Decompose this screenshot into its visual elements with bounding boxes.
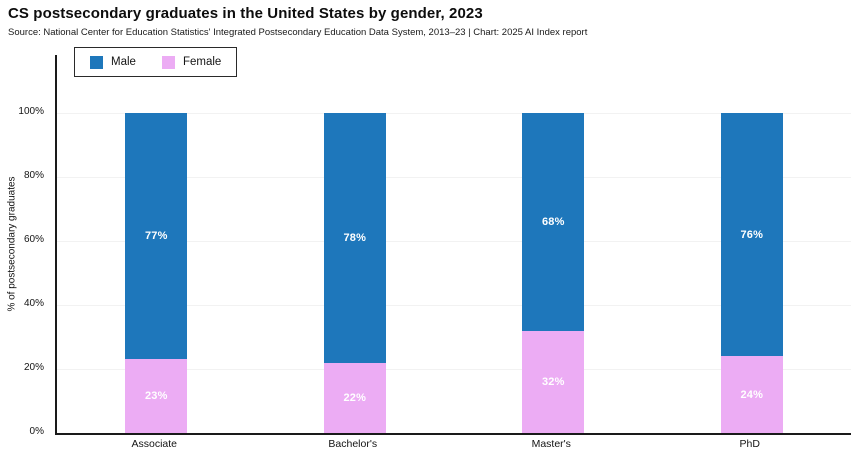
chart-title: CS postsecondary graduates in the United… <box>8 5 483 22</box>
x-axis-label: PhD <box>739 438 760 450</box>
y-axis-tick-label: 100% <box>18 106 44 117</box>
gridline <box>57 369 851 370</box>
bar-value-label: 76% <box>740 228 764 241</box>
bar-segment-male: 78% <box>323 113 386 363</box>
y-axis-tick-label: 20% <box>23 362 44 373</box>
bar-segment-female: 32% <box>522 330 585 433</box>
y-axis-tick-label: 40% <box>23 298 44 309</box>
legend-label-male: Male <box>111 56 136 68</box>
bar-segment-female: 23% <box>125 359 188 433</box>
y-axis-tick-label: 80% <box>23 170 44 181</box>
bar-segment-female: 24% <box>720 356 783 433</box>
x-axis-label: Associate <box>131 438 178 450</box>
bar-segment-male: 77% <box>125 113 188 360</box>
bar-value-label: 32% <box>541 375 565 388</box>
y-axis-tick-label: 0% <box>29 426 44 437</box>
bar-segment-male: 68% <box>522 113 585 331</box>
gridline <box>57 177 851 178</box>
bar-value-label: 23% <box>144 390 168 403</box>
x-axis-labels: Associate Bachelor's Master's PhD <box>55 438 849 452</box>
legend-label-female: Female <box>182 56 222 68</box>
bar-segment-male: 76% <box>720 113 783 357</box>
bar-value-label: 77% <box>144 230 168 243</box>
gridline <box>57 113 851 114</box>
legend-swatch-female <box>161 55 175 69</box>
plot-area: 23% 77% 22% 78% 32% 68% 24% 76% <box>55 55 851 435</box>
gridline <box>57 305 851 306</box>
chart-subtitle: Source: National Center for Education St… <box>8 27 588 38</box>
y-axis-ticks: 0% 20% 40% 60% 80% 100% <box>0 55 50 437</box>
gridline <box>57 241 851 242</box>
bar-segment-female: 22% <box>323 362 386 433</box>
bar-value-label: 68% <box>541 215 565 228</box>
y-axis-tick-label: 60% <box>23 234 44 245</box>
legend-item-female: Female <box>161 55 222 69</box>
legend-item-male: Male <box>90 55 136 69</box>
legend-swatch-male <box>90 55 103 69</box>
x-axis-label: Master's <box>531 438 571 450</box>
x-axis-label: Bachelor's <box>328 438 378 450</box>
bar-value-label: 78% <box>343 231 367 244</box>
legend: Male Female <box>74 47 238 77</box>
bar-value-label: 24% <box>740 388 764 401</box>
bar-value-label: 22% <box>343 391 367 404</box>
